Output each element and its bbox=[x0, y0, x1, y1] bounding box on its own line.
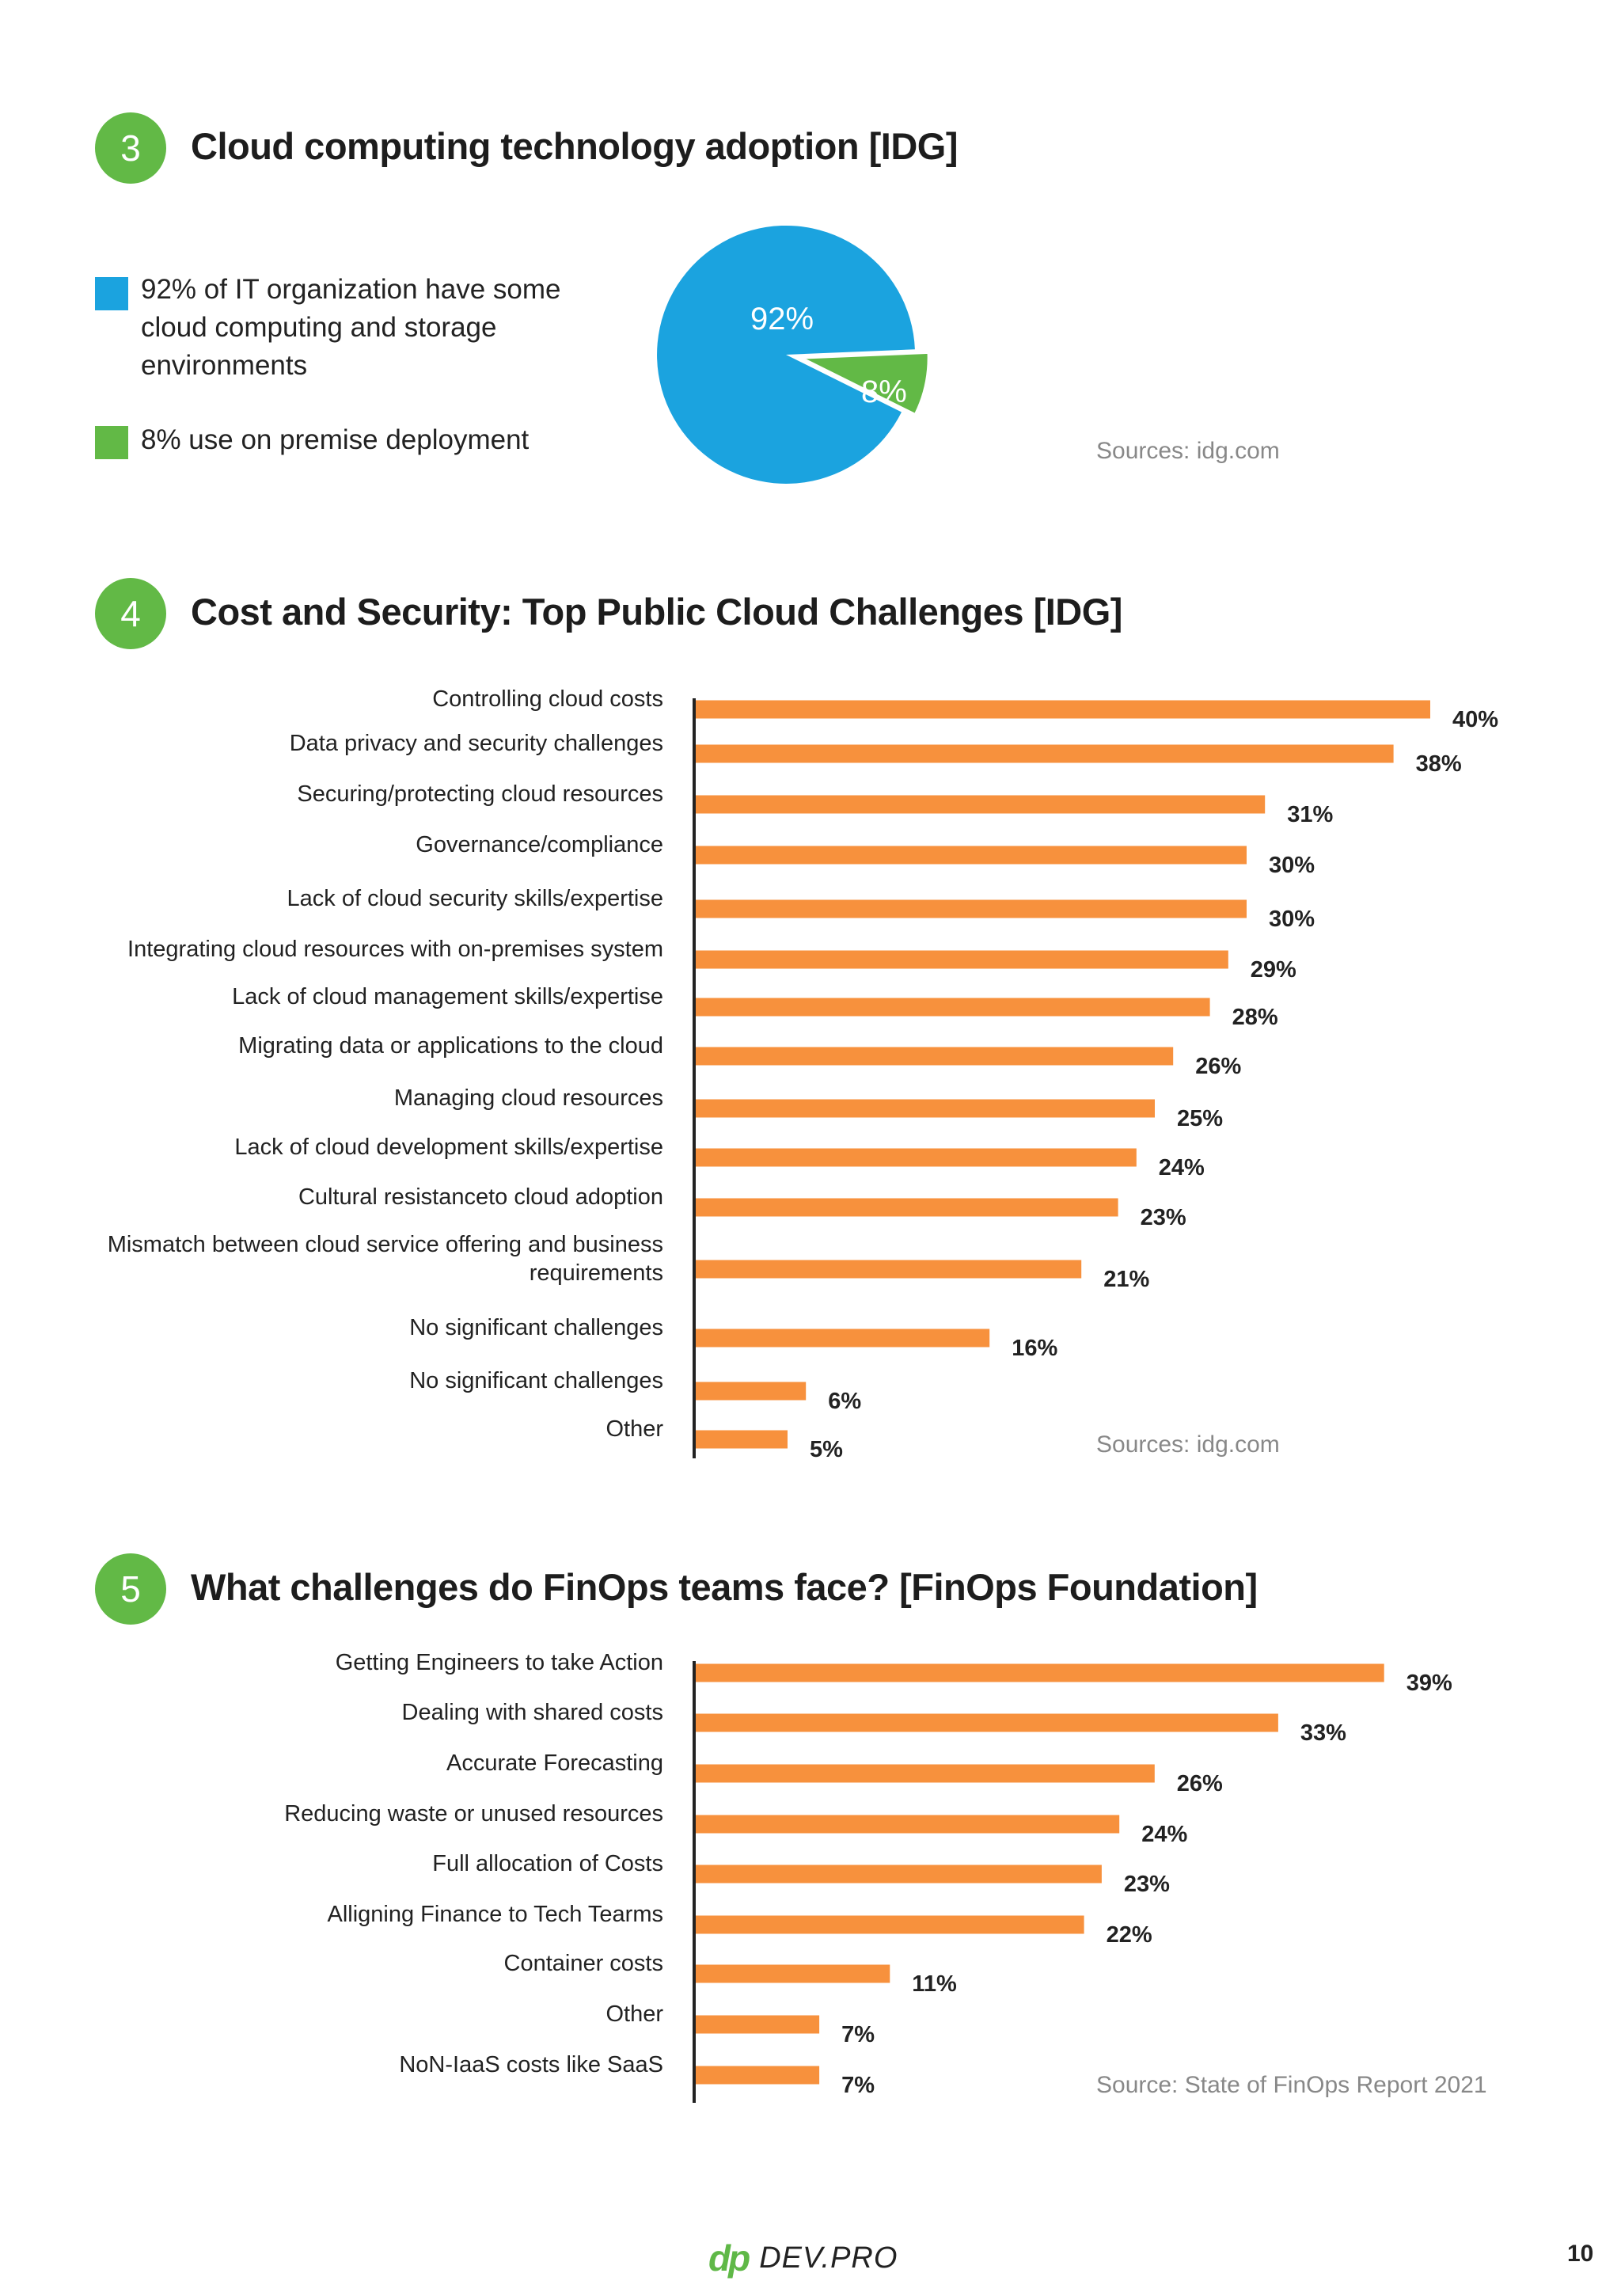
value-label: 24% bbox=[1141, 1822, 1187, 1847]
category-label: Governance/compliance bbox=[416, 832, 663, 857]
value-label: 7% bbox=[841, 2022, 875, 2047]
value-label: 26% bbox=[1177, 1771, 1223, 1796]
legend-swatch-on-premise bbox=[95, 426, 128, 459]
category-label: Container costs bbox=[504, 1951, 664, 1976]
pie-slice-cloud bbox=[657, 225, 915, 484]
section-title-4: Cost and Security: Top Public Cloud Chal… bbox=[191, 591, 1122, 633]
logo-mark: dp bbox=[708, 2237, 750, 2279]
category-label: Managing cloud resources bbox=[394, 1085, 663, 1111]
bar bbox=[696, 1430, 788, 1449]
category-label: No significant challenges bbox=[409, 1368, 663, 1393]
value-label: 25% bbox=[1177, 1106, 1223, 1131]
value-label: 5% bbox=[810, 1437, 843, 1462]
category-label: Migrating data or applications to the cl… bbox=[238, 1033, 663, 1059]
bar bbox=[696, 950, 1228, 969]
source-section-4: Sources: idg.com bbox=[1096, 1431, 1280, 1458]
value-label: 33% bbox=[1300, 1720, 1346, 1746]
pie-slice-on-premise bbox=[799, 350, 931, 417]
section-title-5: What challenges do FinOps teams face? [F… bbox=[191, 1566, 1258, 1608]
category-label: Controlling cloud costs bbox=[432, 686, 663, 712]
category-label: Other bbox=[606, 1416, 663, 1442]
bar bbox=[696, 1047, 1174, 1066]
logo-text: DEV.PRO bbox=[759, 2241, 898, 2275]
category-label: Accurate Forecasting bbox=[446, 1751, 663, 1776]
section-title-3: Cloud computing technology adoption [IDG… bbox=[191, 125, 958, 167]
bar bbox=[696, 998, 1210, 1017]
value-label: 28% bbox=[1232, 1005, 1278, 1030]
bar bbox=[696, 700, 1430, 719]
value-label: 30% bbox=[1269, 853, 1315, 878]
devpro-logo: dp DEV.PRO bbox=[708, 2237, 898, 2279]
pie-label-on-premise: 8% bbox=[861, 374, 907, 409]
category-label: Alligning Finance to Tech Tearms bbox=[328, 1902, 664, 1927]
value-label: 11% bbox=[912, 1971, 957, 1997]
category-label: Dealing with shared costs bbox=[402, 1700, 663, 1725]
value-label: 6% bbox=[828, 1389, 861, 1414]
value-label: 40% bbox=[1452, 707, 1498, 732]
source-section-3: Sources: idg.com bbox=[1096, 438, 1280, 464]
category-label: Full allocation of Costs bbox=[432, 1851, 663, 1876]
category-label: Lack of cloud management skills/expertis… bbox=[232, 984, 663, 1009]
value-label: 7% bbox=[841, 2073, 875, 2098]
source-section-5: Source: State of FinOps Report 2021 bbox=[1096, 2072, 1487, 2098]
category-label: Integrating cloud resources with on-prem… bbox=[127, 937, 663, 962]
section-number-3: 3 bbox=[95, 112, 166, 184]
value-label: 39% bbox=[1407, 1671, 1452, 1696]
category-label: Reducing waste or unused resources bbox=[284, 1801, 663, 1827]
bar bbox=[696, 744, 1394, 763]
bar bbox=[696, 1099, 1155, 1118]
value-label: 16% bbox=[1012, 1336, 1057, 1361]
category-label: Other bbox=[606, 2001, 663, 2027]
category-label: NoN-IaaS costs like SaaS bbox=[399, 2052, 663, 2077]
bar bbox=[696, 2066, 820, 2085]
bar bbox=[696, 1713, 1278, 1732]
page-number: 10 bbox=[1567, 2241, 1594, 2267]
bar bbox=[696, 1663, 1384, 1682]
legend-text-on-premise: 8% use on premise deployment bbox=[141, 424, 530, 455]
bar bbox=[696, 1964, 890, 1983]
bar bbox=[696, 2015, 820, 2034]
category-label: Lack of cloud security skills/expertise bbox=[287, 886, 663, 911]
value-label: 31% bbox=[1287, 802, 1333, 827]
category-label: Lack of cloud development skills/experti… bbox=[234, 1135, 663, 1160]
legend-swatch-cloud bbox=[95, 277, 128, 310]
bar bbox=[696, 1764, 1155, 1783]
bar bbox=[696, 1148, 1137, 1167]
bar bbox=[696, 1915, 1084, 1934]
category-label: requirements bbox=[530, 1260, 663, 1286]
bar bbox=[696, 1865, 1102, 1884]
section-number-5: 5 bbox=[95, 1553, 166, 1625]
legend-text-cloud: 92% of IT organization have some cloud c… bbox=[141, 274, 561, 381]
category-label: Getting Engineers to take Action bbox=[336, 1650, 663, 1675]
bar bbox=[696, 1815, 1120, 1834]
bar bbox=[696, 846, 1247, 865]
section-number-4: 4 bbox=[95, 578, 166, 649]
pie-chart: 92% 8% bbox=[657, 225, 931, 484]
value-label: 24% bbox=[1159, 1155, 1205, 1180]
category-label: No significant challenges bbox=[409, 1315, 663, 1340]
category-label: Mismatch between cloud service offering … bbox=[108, 1232, 663, 1257]
category-label: Data privacy and security challenges bbox=[290, 731, 663, 756]
pie-label-cloud: 92% bbox=[750, 302, 814, 336]
value-label: 23% bbox=[1141, 1205, 1186, 1230]
value-label: 23% bbox=[1124, 1872, 1170, 1897]
bar bbox=[696, 795, 1266, 814]
value-label: 26% bbox=[1195, 1054, 1241, 1079]
value-label: 22% bbox=[1107, 1922, 1152, 1948]
bar bbox=[696, 1382, 807, 1401]
bar bbox=[696, 899, 1247, 918]
bar bbox=[696, 1329, 990, 1348]
value-label: 38% bbox=[1416, 751, 1462, 777]
category-label: Securing/protecting cloud resources bbox=[297, 781, 663, 807]
bar bbox=[696, 1198, 1118, 1217]
value-label: 21% bbox=[1103, 1267, 1149, 1292]
category-label: Cultural resistanceto cloud adoption bbox=[298, 1184, 663, 1210]
value-label: 30% bbox=[1269, 907, 1315, 932]
bar bbox=[696, 1260, 1082, 1279]
value-label: 29% bbox=[1251, 957, 1296, 983]
